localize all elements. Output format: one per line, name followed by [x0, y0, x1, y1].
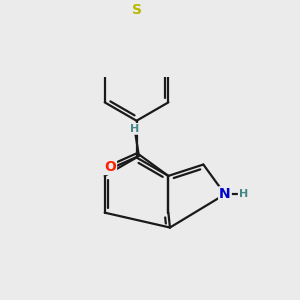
Text: N: N: [219, 187, 231, 201]
Text: H: H: [130, 124, 139, 134]
Text: O: O: [104, 160, 116, 174]
Text: S: S: [131, 3, 142, 17]
Text: H: H: [239, 189, 248, 199]
